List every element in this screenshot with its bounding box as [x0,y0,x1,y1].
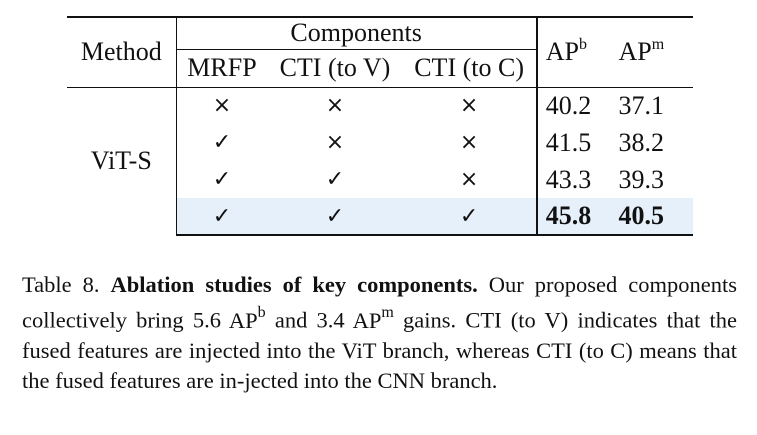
mrfp-cell: × [176,86,268,124]
caption-label: Table 8. [22,272,100,297]
table-caption: Table 8. Ablation studies of key compone… [22,270,737,396]
ablation-table: Method Components APb APm MRFP CTI (to V… [67,16,693,236]
apm-cell: 40.5 [614,198,693,236]
apm-header: APm [614,16,693,87]
caption-text-3: gains. CTI (to V) indicates that the fus… [22,307,738,393]
apm-cell: 37.1 [614,86,693,124]
cti-to-v-cell: ✓ [325,167,345,192]
apb-cell: 40.2 [536,86,615,124]
cti-to-c-header: CTI (to C) [402,48,538,87]
cti-to-c-cell: × [402,124,538,161]
method-header: Method [67,16,177,87]
caption-bold-title: Ablation studies of key components. [110,272,478,297]
caption-text-2: and 3.4 [274,307,345,333]
apb-cell: 45.8 [536,198,615,236]
mrfp-cell: ✓ [176,198,268,236]
apb-cell: 41.5 [545,127,592,157]
apm-cell: 39.3 [618,164,664,194]
apm-cell: 38.2 [618,127,664,157]
caption-text-1: Our proposed components collectively bri… [22,272,737,333]
cti-to-c-cell: × [402,86,538,124]
mrfp-header: MRFP [176,48,268,87]
table-row: ✓ × × 41.5 38.2 [67,124,693,161]
table-row: ViT-S × × × 40.2 37.1 [67,86,693,235]
cti-to-v-cell: × [325,130,345,155]
table-row: ✓ ✓ × 43.3 39.3 [67,161,693,198]
components-header: Components [176,16,538,49]
header-row-1: Method Components APb APm [67,16,693,87]
cti-to-v-cell: × [267,86,403,124]
apb-cell: 43.3 [545,164,592,194]
header-row-2: MRFP CTI (to V) CTI (to C) [67,48,693,87]
method-cell: ViT-S [67,86,177,235]
apb-header: APb [536,16,615,87]
cti-to-c-cell: × [402,161,538,198]
cti-to-v-cell: ✓ [267,198,403,236]
mrfp-cell: ✓ [212,167,232,192]
mrfp-cell: ✓ [212,130,232,155]
cti-to-v-header: CTI (to V) [267,48,403,87]
caption-apm: APm [352,304,394,333]
ablation-table-container: Method Components APb APm MRFP CTI (to V… [67,16,693,236]
cti-to-c-cell: ✓ [402,198,538,236]
table-row-highlighted: ✓ ✓ ✓ 45.8 40.5 [67,198,693,236]
caption-apb: APb [228,304,266,333]
